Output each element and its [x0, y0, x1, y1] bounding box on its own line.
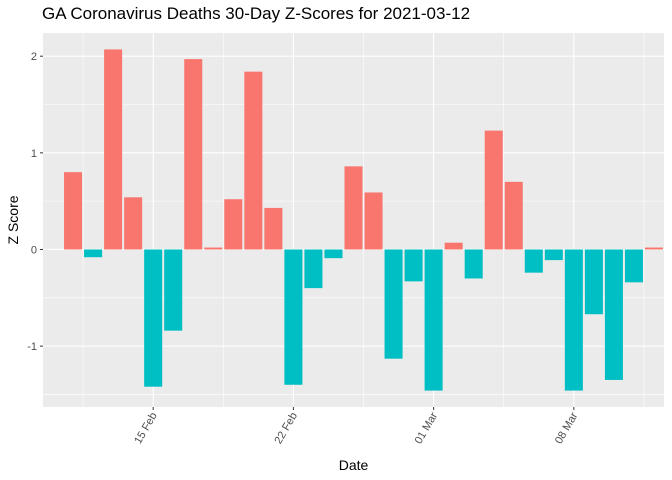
- bar: [84, 249, 103, 258]
- chart-title: GA Coronavirus Deaths 30-Day Z-Scores fo…: [42, 4, 471, 23]
- bar: [364, 192, 383, 250]
- x-axis-title: Date: [339, 457, 369, 473]
- x-tick-label: 08 Mar: [553, 410, 581, 446]
- bar: [204, 247, 223, 250]
- y-tick-label: -1: [27, 341, 37, 353]
- x-axis: 15 Feb 22 Feb 01 Mar 08 Mar: [132, 407, 581, 447]
- bar: [104, 49, 123, 250]
- bar: [624, 249, 643, 283]
- x-tick-label: 01 Mar: [413, 410, 441, 446]
- bar: [124, 197, 143, 250]
- bar: [344, 166, 363, 250]
- y-axis: -1 0 1 2: [27, 51, 43, 353]
- y-tick-label: 2: [31, 51, 37, 63]
- bar: [64, 172, 83, 250]
- bar: [224, 199, 243, 250]
- bar: [404, 249, 423, 282]
- bar: [504, 181, 523, 250]
- bar: [144, 249, 163, 387]
- bars: [64, 49, 663, 391]
- bar: [324, 249, 343, 259]
- bar: [464, 249, 483, 279]
- y-tick-label: 1: [31, 148, 37, 160]
- x-tick-label: 22 Feb: [272, 411, 300, 447]
- bar: [644, 247, 663, 250]
- bar: [444, 242, 463, 250]
- bar: [284, 249, 303, 385]
- bar: [604, 249, 623, 380]
- bar: [384, 249, 403, 359]
- bar: [424, 249, 443, 391]
- bar: [564, 249, 583, 391]
- y-tick-label: 0: [31, 244, 37, 256]
- bar: [524, 249, 543, 273]
- x-tick-label: 15 Feb: [132, 411, 160, 447]
- bar: [584, 249, 603, 315]
- y-axis-title: Z Score: [5, 195, 21, 244]
- bar: [244, 71, 263, 250]
- bar: [184, 59, 203, 250]
- bar: [264, 207, 283, 250]
- bar: [484, 130, 503, 250]
- bar: [164, 249, 183, 331]
- bar: [544, 249, 563, 261]
- bar: [304, 249, 323, 289]
